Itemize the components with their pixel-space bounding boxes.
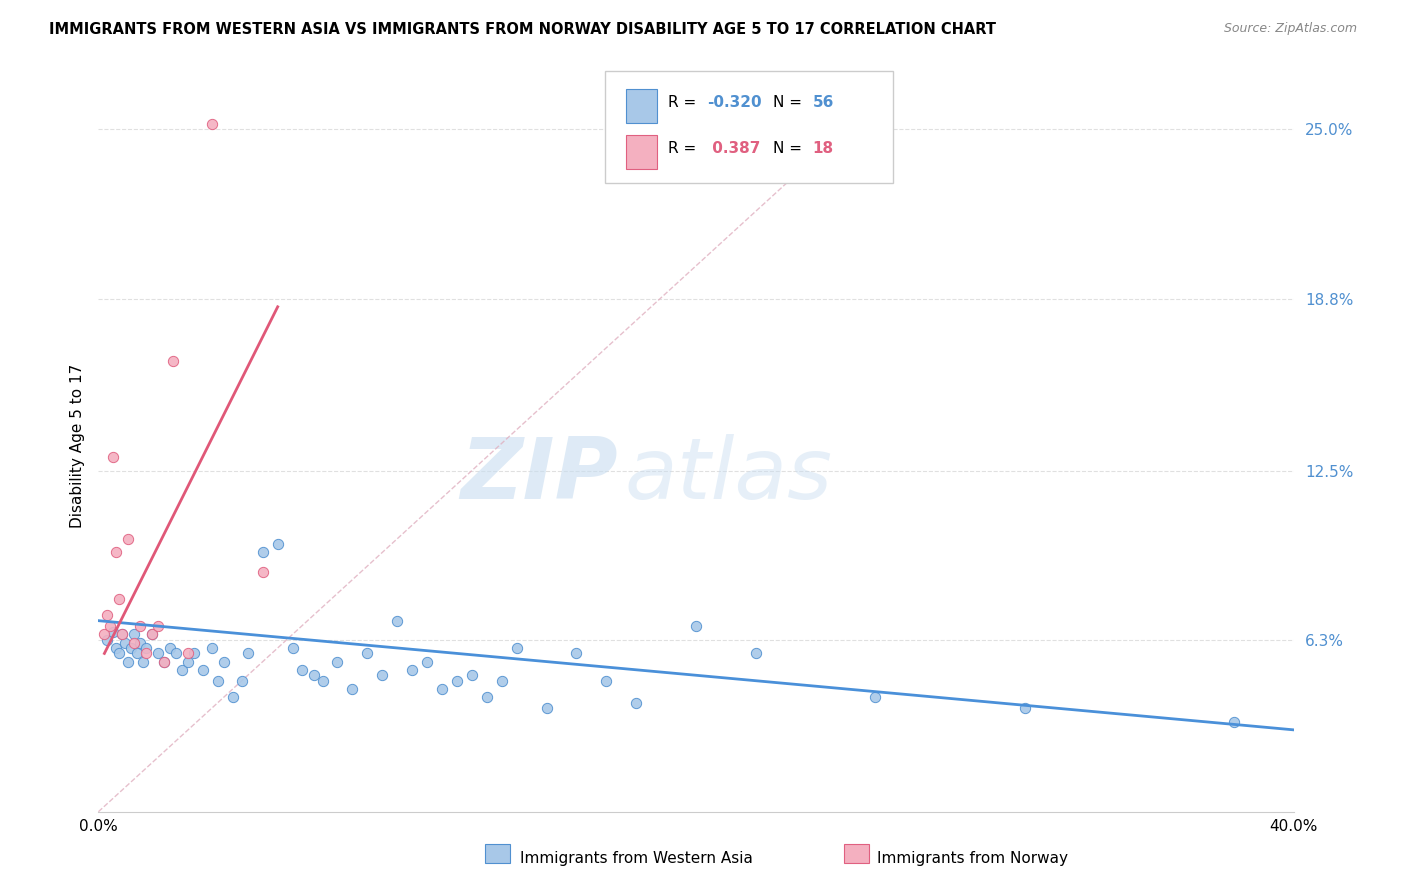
Text: Immigrants from Norway: Immigrants from Norway [877, 851, 1069, 865]
Point [356, 647, 378, 661]
Text: R =: R = [668, 95, 702, 110]
Point [371, 668, 394, 682]
Point [430, 681, 453, 696]
Point [127, 647, 149, 661]
Point [103, 624, 125, 639]
Point [207, 673, 229, 688]
Point [177, 647, 200, 661]
Point [117, 655, 139, 669]
Point [342, 681, 364, 696]
Point [281, 640, 304, 655]
Point [132, 655, 155, 669]
Point [105, 545, 128, 559]
Point [385, 614, 409, 628]
Point [120, 640, 142, 655]
Point [135, 640, 157, 655]
Point [103, 450, 125, 464]
Point [129, 619, 152, 633]
Text: Source: ZipAtlas.com: Source: ZipAtlas.com [1223, 22, 1357, 36]
Text: 0.387: 0.387 [707, 141, 761, 156]
Point [124, 635, 146, 649]
Point [172, 663, 194, 677]
Point [401, 663, 423, 677]
Point [626, 696, 648, 710]
Point [231, 673, 253, 688]
Text: atlas: atlas [624, 434, 832, 516]
Point [148, 647, 170, 661]
Point [129, 635, 152, 649]
Point [236, 647, 259, 661]
Point [311, 673, 333, 688]
Text: ZIP: ZIP [461, 434, 619, 516]
Point [153, 655, 176, 669]
Point [326, 655, 349, 669]
Point [135, 647, 157, 661]
Point [302, 668, 325, 682]
Text: IMMIGRANTS FROM WESTERN ASIA VS IMMIGRANTS FROM NORWAY DISABILITY AGE 5 TO 17 CO: IMMIGRANTS FROM WESTERN ASIA VS IMMIGRAN… [49, 22, 997, 37]
Point [165, 647, 187, 661]
Point [141, 627, 163, 641]
Point [267, 537, 290, 551]
Text: -0.320: -0.320 [707, 95, 762, 110]
Point [153, 655, 176, 669]
Point [1223, 714, 1246, 729]
Point [212, 655, 235, 669]
Point [96, 632, 118, 647]
Point [291, 663, 314, 677]
Point [475, 690, 498, 704]
Point [162, 354, 184, 368]
Point [117, 532, 139, 546]
Point [96, 608, 118, 623]
Point [865, 690, 887, 704]
Point [536, 701, 558, 715]
Point [595, 673, 617, 688]
Point [446, 673, 468, 688]
Point [105, 640, 128, 655]
Point [252, 545, 274, 559]
Point [222, 690, 245, 704]
Point [111, 627, 134, 641]
Point [124, 627, 146, 641]
Point [685, 619, 707, 633]
Point [108, 647, 131, 661]
Point [1014, 701, 1036, 715]
Text: 18: 18 [813, 141, 834, 156]
Point [183, 647, 205, 661]
Point [191, 663, 214, 677]
Text: N =: N = [773, 95, 807, 110]
Y-axis label: Disability Age 5 to 17: Disability Age 5 to 17 [69, 364, 84, 528]
Point [491, 673, 513, 688]
Point [201, 640, 224, 655]
Point [565, 647, 588, 661]
Text: Immigrants from Western Asia: Immigrants from Western Asia [520, 851, 754, 865]
Point [252, 565, 274, 579]
Point [506, 640, 529, 655]
Point [159, 640, 181, 655]
Text: N =: N = [773, 141, 807, 156]
Point [148, 619, 170, 633]
Point [111, 627, 134, 641]
Point [416, 655, 439, 669]
Point [177, 655, 200, 669]
Point [108, 591, 131, 606]
Point [745, 647, 768, 661]
Text: 56: 56 [813, 95, 834, 110]
Point [93, 627, 115, 641]
Point [114, 635, 136, 649]
Text: R =: R = [668, 141, 702, 156]
Point [141, 627, 163, 641]
Point [201, 117, 224, 131]
Point [98, 619, 122, 633]
Point [461, 668, 484, 682]
